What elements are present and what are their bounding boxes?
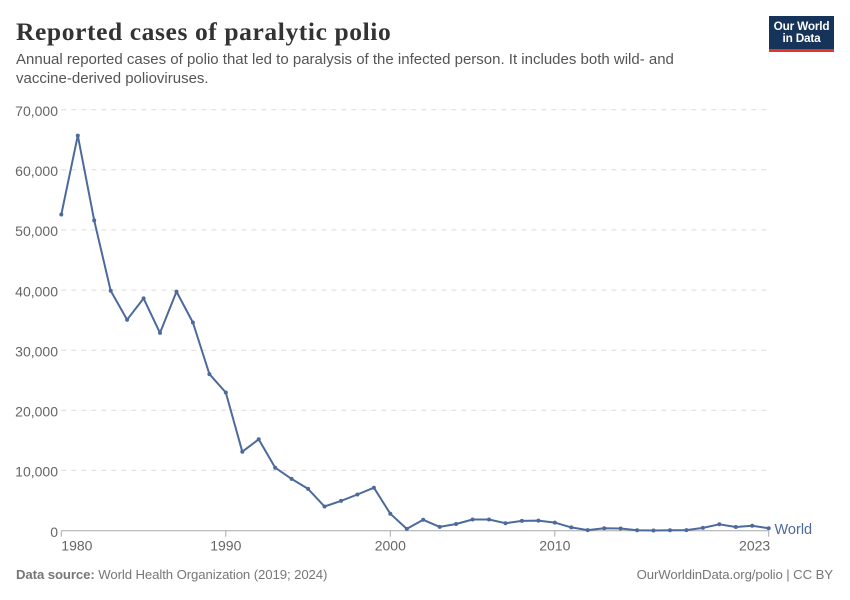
svg-text:0: 0 (50, 524, 58, 540)
svg-text:40,000: 40,000 (15, 283, 58, 299)
svg-text:30,000: 30,000 (15, 344, 58, 360)
svg-text:1990: 1990 (210, 538, 241, 554)
svg-text:10,000: 10,000 (15, 464, 58, 480)
svg-text:2010: 2010 (539, 538, 570, 554)
svg-text:2023: 2023 (739, 538, 770, 554)
svg-text:1980: 1980 (61, 538, 92, 554)
svg-text:50,000: 50,000 (15, 223, 58, 239)
svg-text:60,000: 60,000 (15, 163, 58, 179)
svg-text:2000: 2000 (375, 538, 406, 554)
svg-text:20,000: 20,000 (15, 404, 58, 420)
svg-text:World: World (775, 522, 813, 538)
svg-text:70,000: 70,000 (15, 103, 58, 119)
